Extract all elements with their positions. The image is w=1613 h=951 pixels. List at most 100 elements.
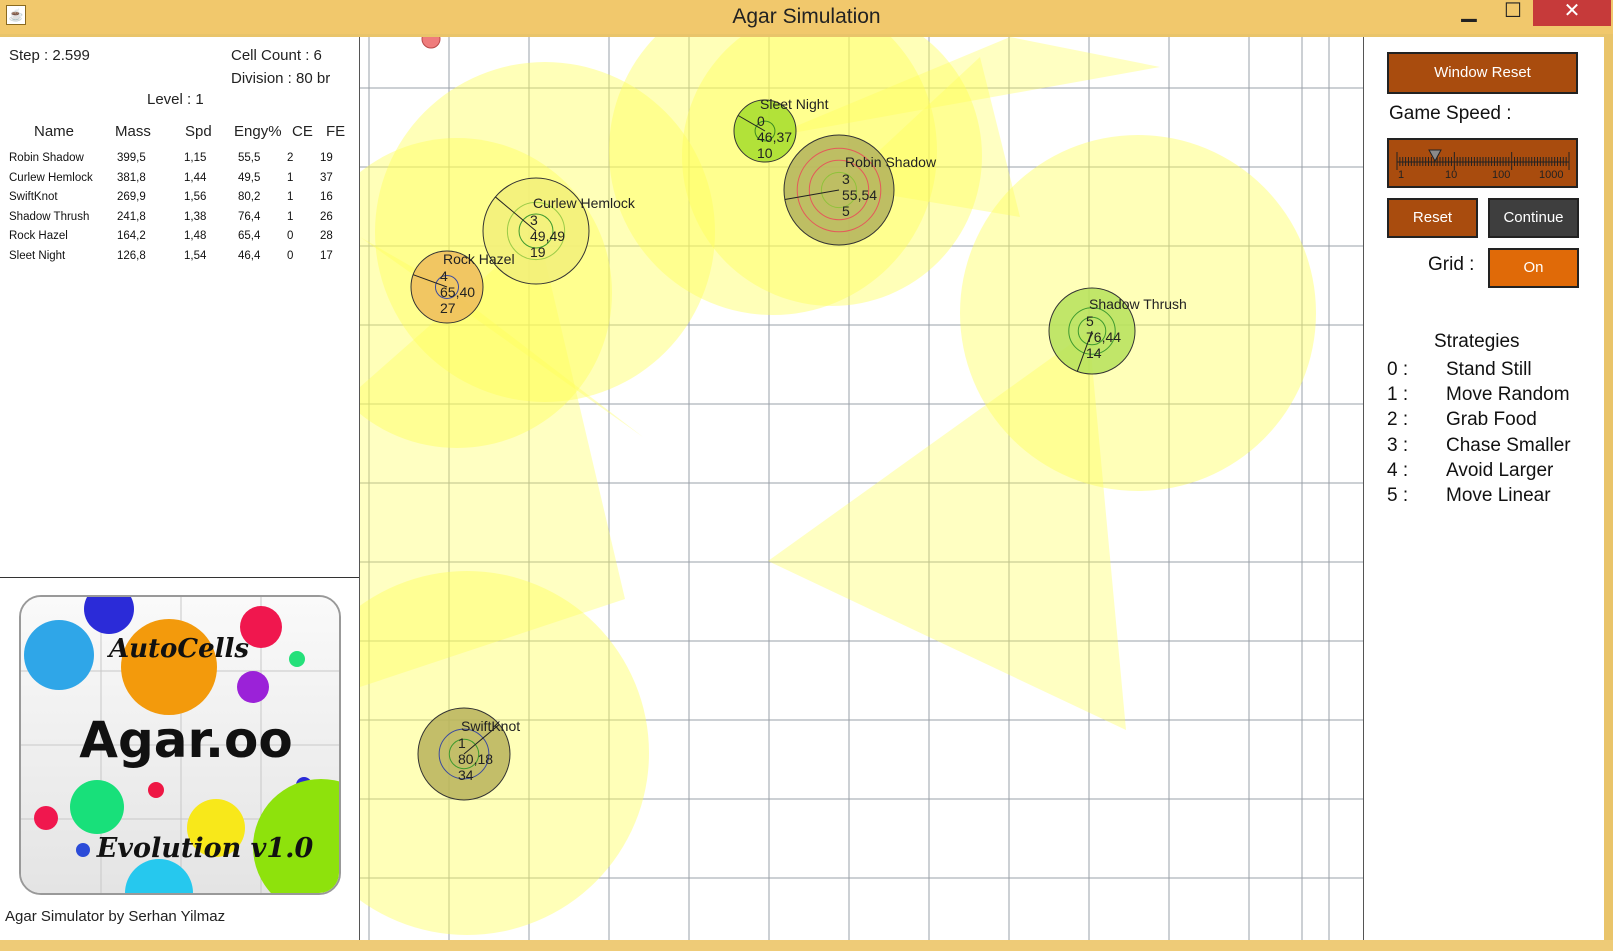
window-reset-button[interactable]: Window Reset	[1387, 52, 1578, 94]
col-mass: Mass	[115, 123, 151, 140]
window-title: Agar Simulation	[732, 5, 881, 28]
grid-toggle-button[interactable]: On	[1488, 248, 1579, 288]
minimize-button[interactable]: ▁	[1461, 0, 1477, 22]
strategy-number: 4 :	[1387, 459, 1409, 481]
cell-name: Sleet Night	[760, 96, 829, 112]
cell-food-count: 27	[440, 300, 456, 316]
logo-title-agaroo: Agar.oo	[79, 711, 292, 769]
simulation-arena[interactable]: Sleet Night 0 46,37 10 Robin Shadow 3 55,54 5 Cu…	[360, 37, 1363, 940]
food-pellet	[421, 37, 441, 49]
cell-fe: 28	[320, 230, 333, 243]
game-speed-slider[interactable]: 1 10 100 1000	[1387, 138, 1578, 188]
cell-energy: 76,4	[238, 210, 261, 223]
logo-title-evolution: Evolution v1.0	[96, 833, 314, 864]
cell-name: Shadow Thrush	[9, 210, 90, 223]
cell-name: Robin Shadow	[9, 152, 84, 164]
level-label: Level : 1	[147, 91, 204, 108]
slider-tick-label-100: 100	[1492, 169, 1510, 181]
slider-thumb[interactable]	[1428, 149, 1442, 163]
cell-speed: 1,44	[184, 171, 207, 184]
cell-ce: 2	[287, 152, 294, 164]
cell-name: Sleet Night	[9, 250, 66, 262]
cell-ring	[518, 213, 554, 249]
cell-speed: 1,54	[184, 250, 207, 262]
table-row: SwiftKnot 269,9 1,56 80,2 1 16	[0, 191, 359, 209]
maximize-button[interactable]: ☐	[1504, 0, 1522, 22]
cell-ring	[796, 147, 882, 233]
strategy-label: Grab Food	[1446, 409, 1537, 431]
cell-energy: 49,5	[238, 171, 261, 184]
cell-speed: 1,56	[184, 191, 207, 204]
reset-button[interactable]: Reset	[1387, 198, 1478, 238]
cell-strategy: 4	[440, 268, 448, 284]
cell-ring	[1077, 316, 1107, 346]
step-counter: Step : 2.599	[9, 47, 90, 64]
cell-ring	[448, 738, 480, 770]
division-info: Division : 80 br	[231, 70, 331, 87]
cell-energy: 80,18	[458, 751, 493, 767]
strategy-number: 0 :	[1387, 359, 1409, 380]
strategy-label: Move Linear	[1446, 485, 1551, 506]
cell-energy: 55,54	[842, 187, 877, 203]
cell-ring	[434, 274, 460, 300]
cell-count: Cell Count : 6	[231, 47, 322, 64]
cell-food-count: 19	[530, 244, 546, 260]
vision-cone	[768, 331, 1126, 730]
cell-food-count: 14	[1086, 345, 1102, 361]
stats-panel: Step : 2.599 Cell Count : 6 Division : 8…	[0, 37, 360, 940]
cell-ce: 1	[287, 210, 294, 223]
cell-ring	[808, 159, 870, 221]
cell-speed: 1,38	[184, 210, 207, 223]
grid-label: Grid :	[1428, 254, 1475, 275]
cell-strategy: 3	[842, 171, 850, 187]
cell-fe: 37	[320, 171, 333, 184]
strategy-item: 3 : Chase Smaller	[1387, 435, 1587, 459]
vision-area	[609, 37, 937, 315]
cell-ce: 0	[287, 250, 294, 262]
cell-heading-line	[784, 189, 840, 201]
strategy-item: 1 : Move Random	[1387, 384, 1587, 408]
vision-cone	[770, 37, 1160, 137]
cell-name: SwiftKnot	[461, 718, 520, 734]
cell-fe: 17	[320, 250, 333, 262]
strategy-label: Avoid Larger	[1446, 459, 1554, 481]
cell-strategy: 3	[530, 212, 538, 228]
table-header: Name Mass Spd Engy% CE FE	[0, 123, 359, 143]
control-panel: Window Reset Game Speed : 1 10 100 1000 …	[1363, 37, 1604, 940]
cell-food-count: 10	[757, 145, 773, 161]
cell-food-count: 34	[458, 767, 474, 783]
cell-ring	[438, 728, 490, 780]
cell-ring	[820, 171, 858, 209]
cell-energy: 76,44	[1086, 329, 1121, 345]
table-row: Shadow Thrush 241,8 1,38 76,4 1 26	[0, 211, 359, 229]
cell-heading-line	[463, 724, 500, 755]
cell-name: SwiftKnot	[9, 191, 58, 204]
cell-fe: 19	[320, 152, 333, 164]
cell-name: Curlew Hemlock	[533, 195, 636, 211]
java-coffee-cup-icon[interactable]: ☕	[6, 5, 26, 25]
close-button[interactable]: ✕	[1533, 0, 1611, 26]
strategy-number: 5 :	[1387, 485, 1409, 506]
cell-ring	[1068, 307, 1116, 355]
cell-energy: 80,2	[238, 191, 261, 204]
cell-energy: 55,5	[238, 152, 261, 164]
col-speed: Spd	[185, 123, 212, 140]
cell-heading-line	[737, 115, 766, 132]
table-row: Robin Shadow 399,5 1,15 55,5 2 19	[0, 152, 359, 170]
continue-button[interactable]: Continue	[1488, 198, 1579, 238]
cell-speed: 1,15	[184, 152, 207, 164]
strategy-number: 1 :	[1387, 384, 1409, 406]
cell-mass: 126,8	[117, 250, 146, 262]
cell-mass: 269,9	[117, 191, 146, 204]
table-row: Curlew Hemlock 381,8 1,44 49,5 1 37	[0, 172, 359, 190]
cell-food-count: 5	[842, 203, 850, 219]
strategy-item: 0 : Stand Still	[1387, 359, 1587, 383]
col-ce: CE	[292, 123, 313, 140]
strategy-label: Move Random	[1446, 384, 1570, 406]
